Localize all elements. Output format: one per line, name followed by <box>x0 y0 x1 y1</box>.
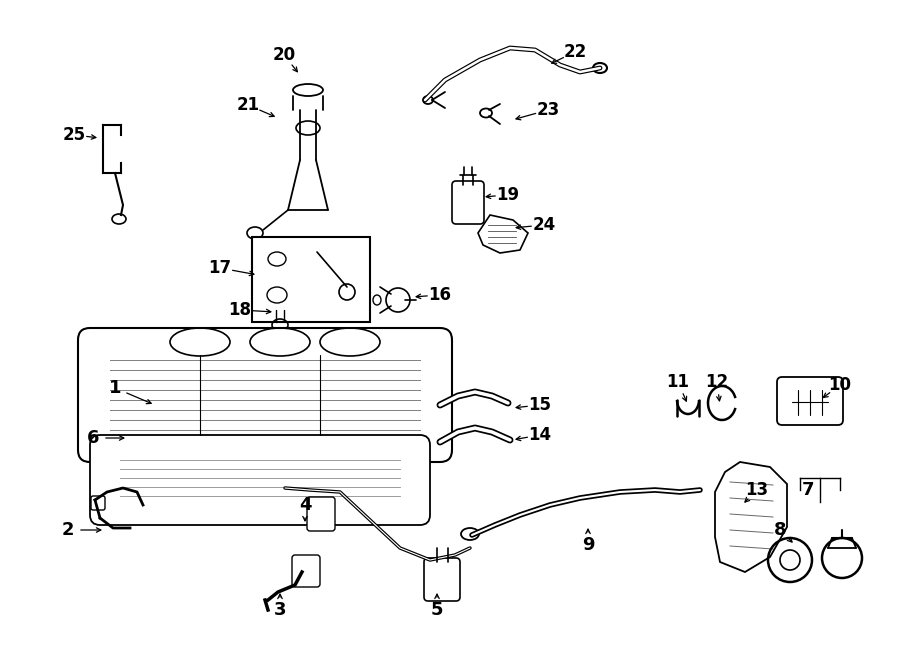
Text: 8: 8 <box>774 521 787 539</box>
Text: 21: 21 <box>237 96 259 114</box>
Text: 13: 13 <box>745 481 769 499</box>
Text: 7: 7 <box>802 481 814 499</box>
Text: 2: 2 <box>62 521 74 539</box>
Text: 15: 15 <box>528 396 552 414</box>
Text: 19: 19 <box>497 186 519 204</box>
Text: 3: 3 <box>274 601 286 619</box>
FancyBboxPatch shape <box>452 181 484 224</box>
Text: 11: 11 <box>667 373 689 391</box>
Text: 6: 6 <box>86 429 99 447</box>
Text: 16: 16 <box>428 286 452 304</box>
Text: 10: 10 <box>829 376 851 394</box>
FancyBboxPatch shape <box>91 496 105 510</box>
Text: 24: 24 <box>533 216 555 234</box>
Text: 4: 4 <box>299 496 311 514</box>
Text: 18: 18 <box>229 301 251 319</box>
Text: 23: 23 <box>536 101 560 119</box>
Text: 5: 5 <box>431 601 443 619</box>
Text: 20: 20 <box>273 46 295 64</box>
FancyBboxPatch shape <box>90 435 430 525</box>
FancyBboxPatch shape <box>292 555 320 587</box>
FancyBboxPatch shape <box>777 377 843 425</box>
Bar <box>252 237 370 322</box>
Text: 22: 22 <box>563 43 587 61</box>
Text: 1: 1 <box>109 379 122 397</box>
FancyBboxPatch shape <box>424 558 460 601</box>
Text: 14: 14 <box>528 426 552 444</box>
Text: 9: 9 <box>581 536 594 554</box>
Text: 17: 17 <box>209 259 231 277</box>
FancyBboxPatch shape <box>78 328 452 462</box>
FancyBboxPatch shape <box>307 497 335 531</box>
Text: 12: 12 <box>706 373 729 391</box>
Text: 25: 25 <box>62 126 86 144</box>
